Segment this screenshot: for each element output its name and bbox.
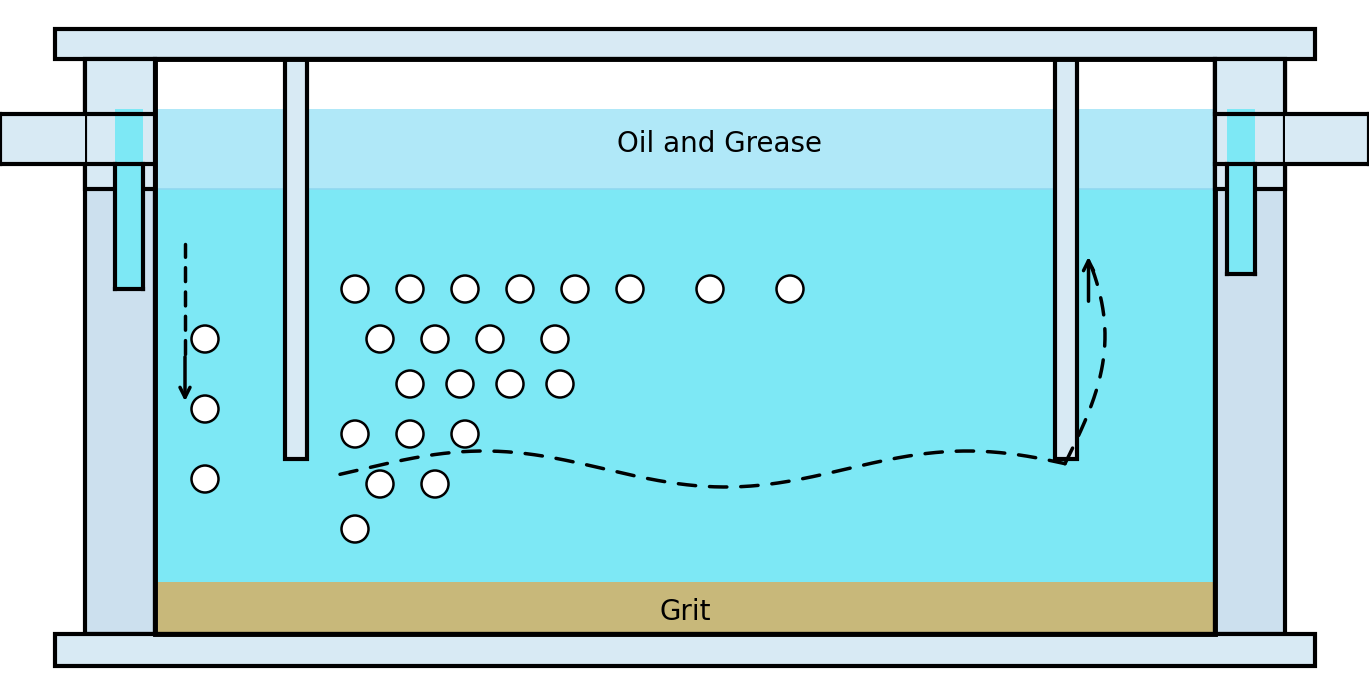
FancyBboxPatch shape (55, 29, 1316, 59)
FancyBboxPatch shape (155, 582, 1216, 634)
Text: Grit: Grit (660, 598, 711, 626)
Circle shape (542, 325, 568, 353)
FancyBboxPatch shape (155, 109, 1216, 634)
Circle shape (776, 276, 804, 303)
Circle shape (367, 325, 393, 353)
FancyBboxPatch shape (55, 634, 1316, 666)
Circle shape (397, 421, 423, 448)
Circle shape (476, 325, 504, 353)
FancyBboxPatch shape (85, 59, 155, 189)
FancyBboxPatch shape (1216, 109, 1227, 634)
Circle shape (616, 276, 643, 303)
FancyBboxPatch shape (115, 109, 142, 289)
Circle shape (446, 371, 474, 398)
Circle shape (546, 371, 574, 398)
FancyBboxPatch shape (1055, 59, 1077, 459)
Circle shape (341, 516, 368, 543)
FancyBboxPatch shape (155, 109, 1216, 189)
Circle shape (452, 276, 479, 303)
Text: Oil and Grease: Oil and Grease (617, 130, 823, 158)
Circle shape (507, 276, 534, 303)
FancyBboxPatch shape (142, 109, 155, 634)
FancyBboxPatch shape (1227, 109, 1255, 274)
FancyBboxPatch shape (1216, 59, 1285, 634)
Circle shape (192, 466, 219, 493)
Circle shape (697, 276, 723, 303)
FancyBboxPatch shape (1285, 114, 1369, 164)
FancyBboxPatch shape (1227, 164, 1255, 274)
FancyBboxPatch shape (115, 164, 142, 289)
FancyBboxPatch shape (285, 59, 307, 459)
Circle shape (397, 276, 423, 303)
Circle shape (367, 471, 393, 498)
Circle shape (422, 325, 449, 353)
FancyBboxPatch shape (0, 114, 85, 164)
FancyBboxPatch shape (1216, 59, 1285, 189)
Circle shape (497, 371, 523, 398)
Circle shape (452, 421, 479, 448)
Circle shape (561, 276, 589, 303)
Circle shape (341, 276, 368, 303)
Circle shape (192, 396, 219, 423)
Circle shape (397, 371, 423, 398)
Circle shape (422, 471, 449, 498)
Circle shape (192, 325, 219, 353)
FancyBboxPatch shape (85, 59, 155, 634)
Circle shape (341, 421, 368, 448)
